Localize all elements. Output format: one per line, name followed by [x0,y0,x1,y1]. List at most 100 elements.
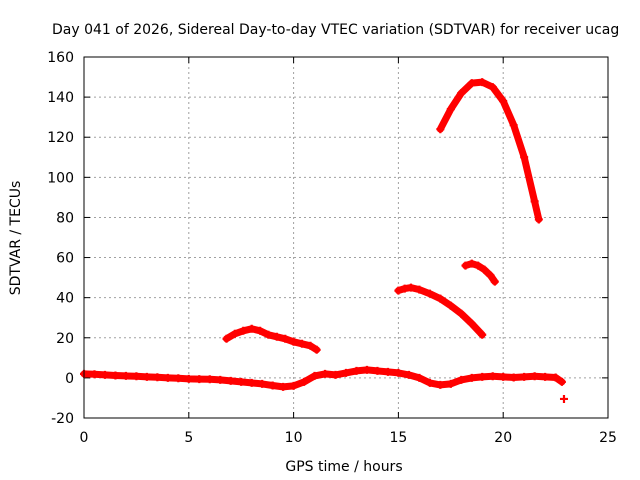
y-axis-label: SDTVAR / TECUs [8,181,24,296]
data-point [488,83,497,92]
data-point [352,366,361,375]
y-tick-label: 0 [65,371,74,387]
data-point [551,373,560,382]
data-point [230,329,239,338]
data-point [446,301,455,310]
data-point [520,153,529,162]
data-point [478,330,487,339]
data-point [541,372,550,381]
y-tick-label: 140 [47,90,74,106]
data-point [289,381,298,390]
data-point [467,259,476,268]
data-point [478,78,487,87]
data-point [373,366,382,375]
data-point [237,377,246,386]
data-layer [80,78,568,403]
data-point [300,377,309,386]
data-point [90,370,99,379]
plot-frame [83,56,609,419]
data-point [488,372,497,381]
data-point [436,380,445,389]
series-track-15h [394,283,487,339]
data-point [520,372,529,381]
data-point [467,373,476,382]
data-point [247,324,256,333]
data-point [184,374,193,383]
x-tick-label: 10 [285,430,303,446]
data-point [268,381,277,390]
data-point [281,334,290,343]
data-point [297,339,306,348]
data-point [474,261,483,270]
data-point [226,376,235,385]
data-point [446,379,455,388]
data-point [222,334,231,343]
tick-layer: -20 0 20 40 60 80 100 120 140 160 0 5 10 15 20 25 [47,50,617,446]
data-point [461,261,470,270]
series-baseline [80,365,566,391]
data-point [490,277,499,286]
data-point [312,345,321,354]
data-point [174,374,183,383]
data-point [321,369,330,378]
data-point [478,372,487,381]
x-axis-label: GPS time / hours [285,459,402,475]
data-point [111,371,120,380]
data-point [142,372,151,381]
data-point [499,372,508,381]
data-point [342,368,350,377]
data-point [310,371,319,380]
data-point [425,378,434,387]
data-point [205,375,214,384]
data-point [306,341,315,350]
data-point [530,372,539,381]
data-point [132,372,141,381]
data-point [457,375,466,384]
data-point [362,365,371,374]
chart-title: Day 041 of 2026, Sidereal Day-to-day VTE… [52,22,619,38]
data-point [425,289,434,298]
data-point [272,332,281,341]
series-track-8h [222,324,321,354]
data-point [331,370,340,379]
data-point [499,97,508,106]
data-point [121,371,130,380]
data-point [534,215,543,224]
data-point [509,121,518,130]
y-tick-label: 100 [47,170,74,186]
data-point [195,375,204,384]
data-point [163,373,172,382]
series-track-19h-short [461,259,499,286]
data-point [436,294,445,303]
y-tick-label: 60 [56,251,74,267]
data-point [239,326,248,335]
data-point [256,326,265,335]
data-point [415,373,424,382]
data-point [467,79,476,88]
series-outlier [559,394,568,403]
data-point [559,394,568,403]
y-tick-label: -20 [51,411,74,427]
x-tick-label: 15 [389,430,407,446]
data-point [467,319,476,328]
x-tick-label: 25 [599,430,617,446]
data-point [279,382,288,391]
data-point [480,265,489,274]
y-tick-label: 20 [56,331,74,347]
data-point [394,368,403,377]
data-point [383,367,392,376]
data-point [446,105,455,114]
data-point [394,286,403,295]
data-point [406,283,415,292]
data-point [457,89,466,98]
data-point [247,378,256,387]
data-point [509,373,518,382]
data-point [216,375,225,384]
y-tick-label: 80 [56,210,74,226]
data-point [436,125,445,134]
y-tick-label: 160 [47,50,74,66]
data-point [258,379,267,388]
y-tick-label: 40 [56,291,74,307]
